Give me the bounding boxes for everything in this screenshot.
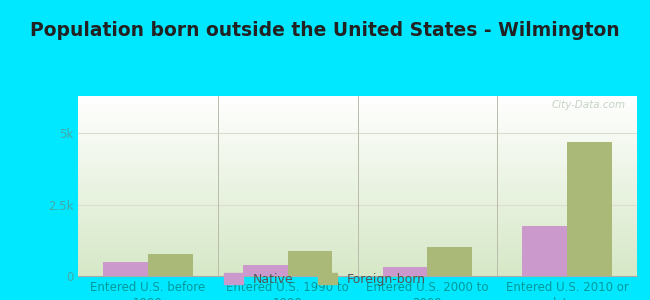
Bar [287,251,332,276]
Bar [103,262,148,276]
Bar [383,267,428,276]
Text: Population born outside the United States - Wilmington: Population born outside the United State… [30,21,620,40]
Bar [523,226,567,276]
Legend: Native, Foreign-born: Native, Foreign-born [219,268,431,291]
Text: City-Data.com: City-Data.com [552,100,626,110]
Bar [428,248,472,276]
Bar [148,254,192,276]
Bar [567,142,612,276]
Bar [243,265,287,276]
